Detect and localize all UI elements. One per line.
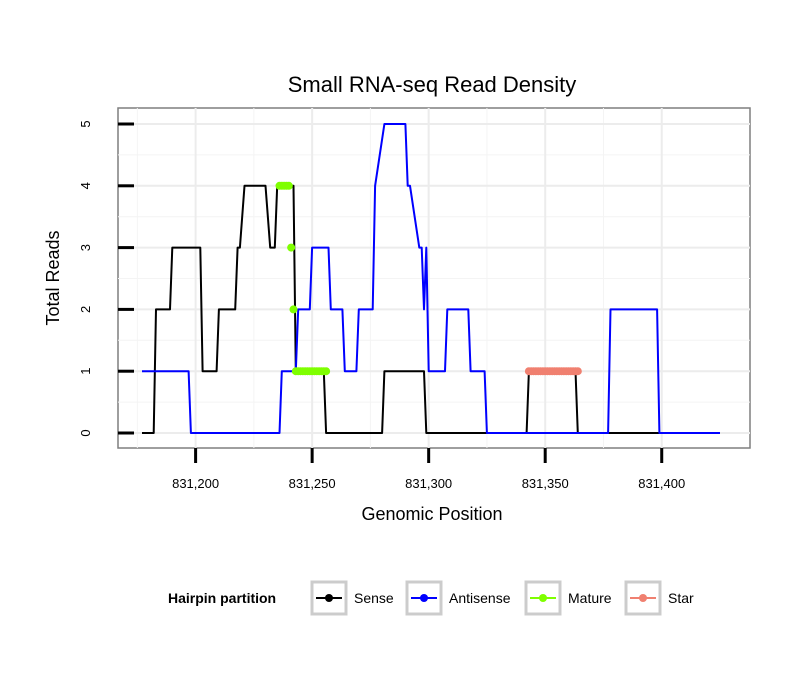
legend-label: Sense (354, 590, 394, 606)
x-tick-label: 831,250 (289, 476, 336, 491)
legend-item-antisense: Antisense (405, 580, 511, 616)
chart-title: Small RNA-seq Read Density (288, 72, 577, 97)
y-tick-label: 3 (78, 244, 93, 251)
y-tick-label: 4 (78, 182, 93, 189)
y-tick-label: 0 (78, 429, 93, 436)
x-tick-label: 831,400 (638, 476, 685, 491)
legend-key-point (420, 594, 428, 602)
x-tick-label: 831,300 (405, 476, 452, 491)
data-point-star (573, 367, 582, 376)
legend-item-sense: Sense (310, 580, 394, 616)
axis-ticks: 831,200 831,250 831,300 831,350 831,400 0 1 2 3 4… (78, 120, 685, 491)
legend-item-mature: Mature (524, 580, 612, 616)
data-point-mature (322, 367, 331, 376)
legend-key-point (325, 594, 333, 602)
series-line-sense (142, 184, 720, 434)
legend-label: Mature (568, 590, 612, 606)
x-tick-label: 831,350 (522, 476, 569, 491)
grid (118, 108, 750, 448)
data-point-mature (287, 243, 296, 252)
y-tick-label: 5 (78, 120, 93, 127)
legend: Hairpin partition Sense Antisense Mature St… (168, 580, 694, 616)
legend-label: Antisense (449, 590, 511, 606)
points-layer (275, 181, 582, 376)
y-tick-label: 2 (78, 306, 93, 313)
legend-key-point (639, 594, 647, 602)
legend-key-point (539, 594, 547, 602)
series-layer (142, 123, 720, 434)
legend-item-star: Star (624, 580, 694, 616)
x-tick-label: 831,200 (172, 476, 219, 491)
legend-label: Star (668, 590, 694, 606)
series-line-antisense (142, 123, 720, 434)
data-point-mature (289, 305, 298, 314)
legend-title: Hairpin partition (168, 590, 276, 606)
data-point-mature (284, 181, 293, 190)
x-axis-title: Genomic Position (361, 504, 502, 524)
y-axis-title: Total Reads (43, 230, 63, 325)
y-tick-label: 1 (78, 368, 93, 375)
